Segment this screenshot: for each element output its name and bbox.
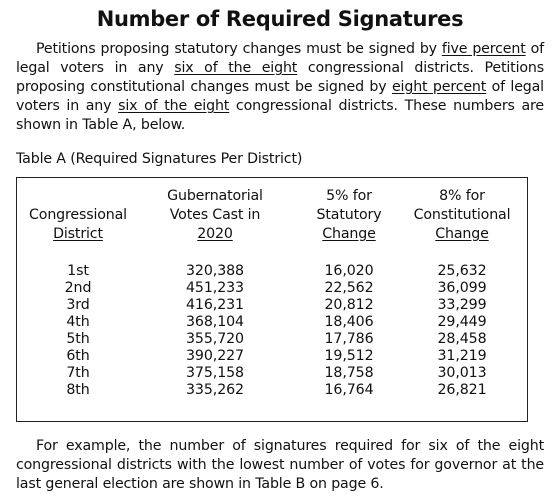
table-body: 1st 320,388 16,020 25,632 2nd 451,233 22… [17,263,529,399]
intro-text-1: Petitions proposing statutory changes mu… [36,41,442,57]
cell-votes: 451,233 [186,280,244,296]
cell-statutory: 16,764 [324,382,374,398]
header-line: Change [322,226,376,242]
table-row: 3rd 416,231 20,812 33,299 [17,297,529,314]
table-row: 5th 355,720 17,786 28,458 [17,331,529,348]
header-line: 8% for [439,188,485,204]
cell-district: 3rd [66,297,90,313]
header-line: Constitutional [413,207,511,223]
table-row: 2nd 451,233 22,562 36,099 [17,280,529,297]
cell-statutory: 17,786 [324,331,374,347]
cell-constitutional: 25,632 [437,263,487,279]
cell-constitutional: 30,013 [437,365,487,381]
table-row: 1st 320,388 16,020 25,632 [17,263,529,280]
header-line: Statutory [316,207,382,223]
cell-district: 1st [67,263,89,279]
intro-text-2: of legal voters in any [16,41,544,76]
cell-district: 7th [66,365,90,381]
header-line: 5% for [326,188,372,204]
cell-votes: 320,388 [186,263,244,279]
cell-district: 5th [66,331,90,347]
intro-underline-six-of-eight-1: six of the eight [174,60,298,76]
cell-statutory: 18,406 [324,314,374,330]
intro-text-3: congressional districts. Petitions propo… [16,60,544,95]
intro-text-5: congressional districts. These numbers a… [16,98,544,133]
header-line: Gubernatorial [167,188,263,204]
cell-constitutional: 31,219 [437,348,487,364]
table-row: 6th 390,227 19,512 31,219 [17,348,529,365]
signatures-table: Congressional District Gubernatorial Vot… [16,177,528,422]
cell-votes: 335,262 [186,382,244,398]
cell-votes: 355,720 [186,331,244,347]
header-constitutional: 8% for Constitutional Change [402,187,522,244]
table-row: 4th 368,104 18,406 29,449 [17,314,529,331]
header-gubernatorial-votes: Gubernatorial Votes Cast in 2020 [155,187,275,244]
cell-district: 4th [66,314,90,330]
intro-underline-five-percent: five percent [441,41,526,57]
cell-statutory: 16,020 [324,263,374,279]
header-statutory: 5% for Statutory Change [299,187,399,244]
header-line: Votes Cast in [169,207,261,223]
cell-statutory: 22,562 [324,280,374,296]
cell-statutory: 20,812 [324,297,374,313]
cell-district: 2nd [64,280,92,296]
cell-votes: 368,104 [186,314,244,330]
cell-constitutional: 26,821 [437,382,487,398]
intro-underline-eight-percent: eight percent [391,79,487,95]
header-line: 2020 [197,226,233,242]
cell-votes: 390,227 [186,348,244,364]
table-row: 7th 375,158 18,758 30,013 [17,365,529,382]
cell-district: 6th [66,348,90,364]
cell-votes: 416,231 [186,297,244,313]
header-line: District [53,226,103,242]
cell-constitutional: 36,099 [437,280,487,296]
header-line: Change [435,226,489,242]
table-row: 8th 335,262 16,764 26,821 [17,382,529,399]
cell-constitutional: 29,449 [437,314,487,330]
cell-statutory: 19,512 [324,348,374,364]
cell-votes: 375,158 [186,365,244,381]
cell-constitutional: 33,299 [437,297,487,313]
table-caption: Table A (Required Signatures Per Distric… [16,151,303,167]
intro-text-4: of legal voters in any [16,79,544,114]
cell-constitutional: 28,458 [437,331,487,347]
page-title: Number of Required Signatures [96,7,464,31]
cell-district: 8th [66,382,90,398]
intro-underline-six-of-eight-2: six of the eight [118,98,230,114]
cell-statutory: 18,758 [324,365,374,381]
header-line: Congressional [29,207,127,223]
intro-paragraph: Petitions proposing statutory changes mu… [16,40,544,135]
outro-paragraph: For example, the number of signatures re… [16,438,544,492]
header-congressional-district: Congressional District [19,206,137,244]
